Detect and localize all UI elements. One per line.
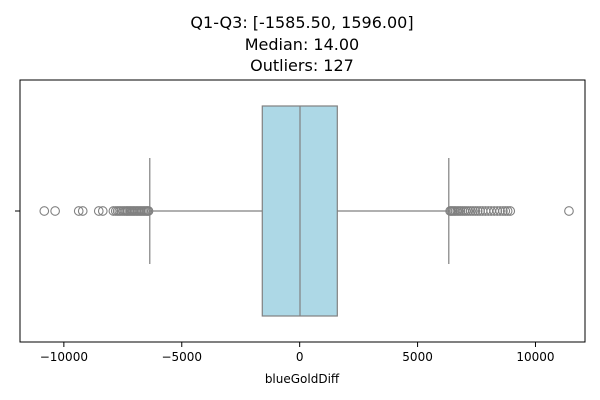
outlier-point (39, 206, 50, 216)
x-tick-label: −10000 (40, 350, 88, 364)
x-tick-label: 10000 (516, 350, 554, 364)
outlier-point (468, 206, 478, 216)
outlier-point (463, 206, 474, 216)
outlier-point (77, 206, 88, 216)
outlier-group (39, 206, 574, 216)
outlier-point (93, 206, 104, 216)
outlier-point (97, 206, 108, 216)
x-axis-label: blueGoldDiff (265, 372, 340, 386)
x-tick-label: 5000 (402, 350, 433, 364)
outlier-point (500, 206, 511, 216)
title-line-1: Q1-Q3: [-1585.50, 1596.00] (190, 13, 413, 32)
outlier-point (50, 206, 60, 216)
outlier-point (502, 206, 513, 216)
outlier-point (465, 206, 476, 216)
outlier-point (505, 206, 516, 216)
x-tick-label: −5000 (161, 350, 202, 364)
title-line-3: Outliers: 127 (250, 56, 354, 75)
outlier-point (492, 206, 503, 216)
outlier-point (498, 206, 508, 216)
outlier-point (470, 206, 481, 216)
outlier-point (108, 206, 119, 216)
x-tick-label: 0 (296, 350, 304, 364)
x-axis-ticks: −10000 −5000 0 5000 10000 (40, 342, 555, 364)
outlier-point (472, 206, 483, 216)
outlier-point (495, 206, 505, 216)
box-group (149, 105, 450, 317)
outlier-point (143, 206, 154, 216)
chart-title: Q1-Q3: [-1585.50, 1596.00] Median: 14.00… (190, 13, 413, 75)
title-line-2: Median: 14.00 (245, 35, 359, 54)
outlier-point (564, 206, 574, 216)
outlier-point (73, 206, 84, 216)
